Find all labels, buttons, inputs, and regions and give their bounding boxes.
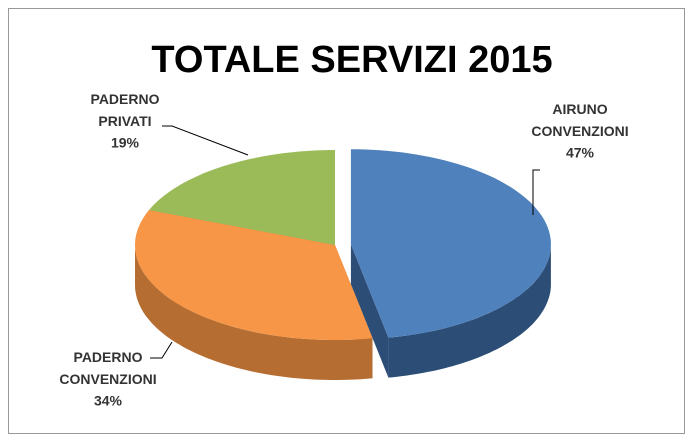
slice-side [388,244,551,378]
slice [149,150,335,245]
slice-label: AIRUNO CONVENZIONI [531,101,628,139]
value-label: 19% [111,135,140,151]
slice [350,149,551,338]
slice-label: PADERNO CONVENZIONI [59,349,156,387]
leader-line [162,125,249,156]
value-label: 47% [566,145,595,161]
pie [135,149,551,380]
slice-wall [350,244,389,378]
slice-side [135,245,373,380]
chart-title: TOTALE SERVIZI 2015 [151,39,552,81]
leader-line [150,341,173,359]
slice [135,210,373,340]
value-label: 34% [94,393,123,409]
slice-label: PADERNO PRIVATI [91,91,160,129]
leader-line [532,169,540,215]
